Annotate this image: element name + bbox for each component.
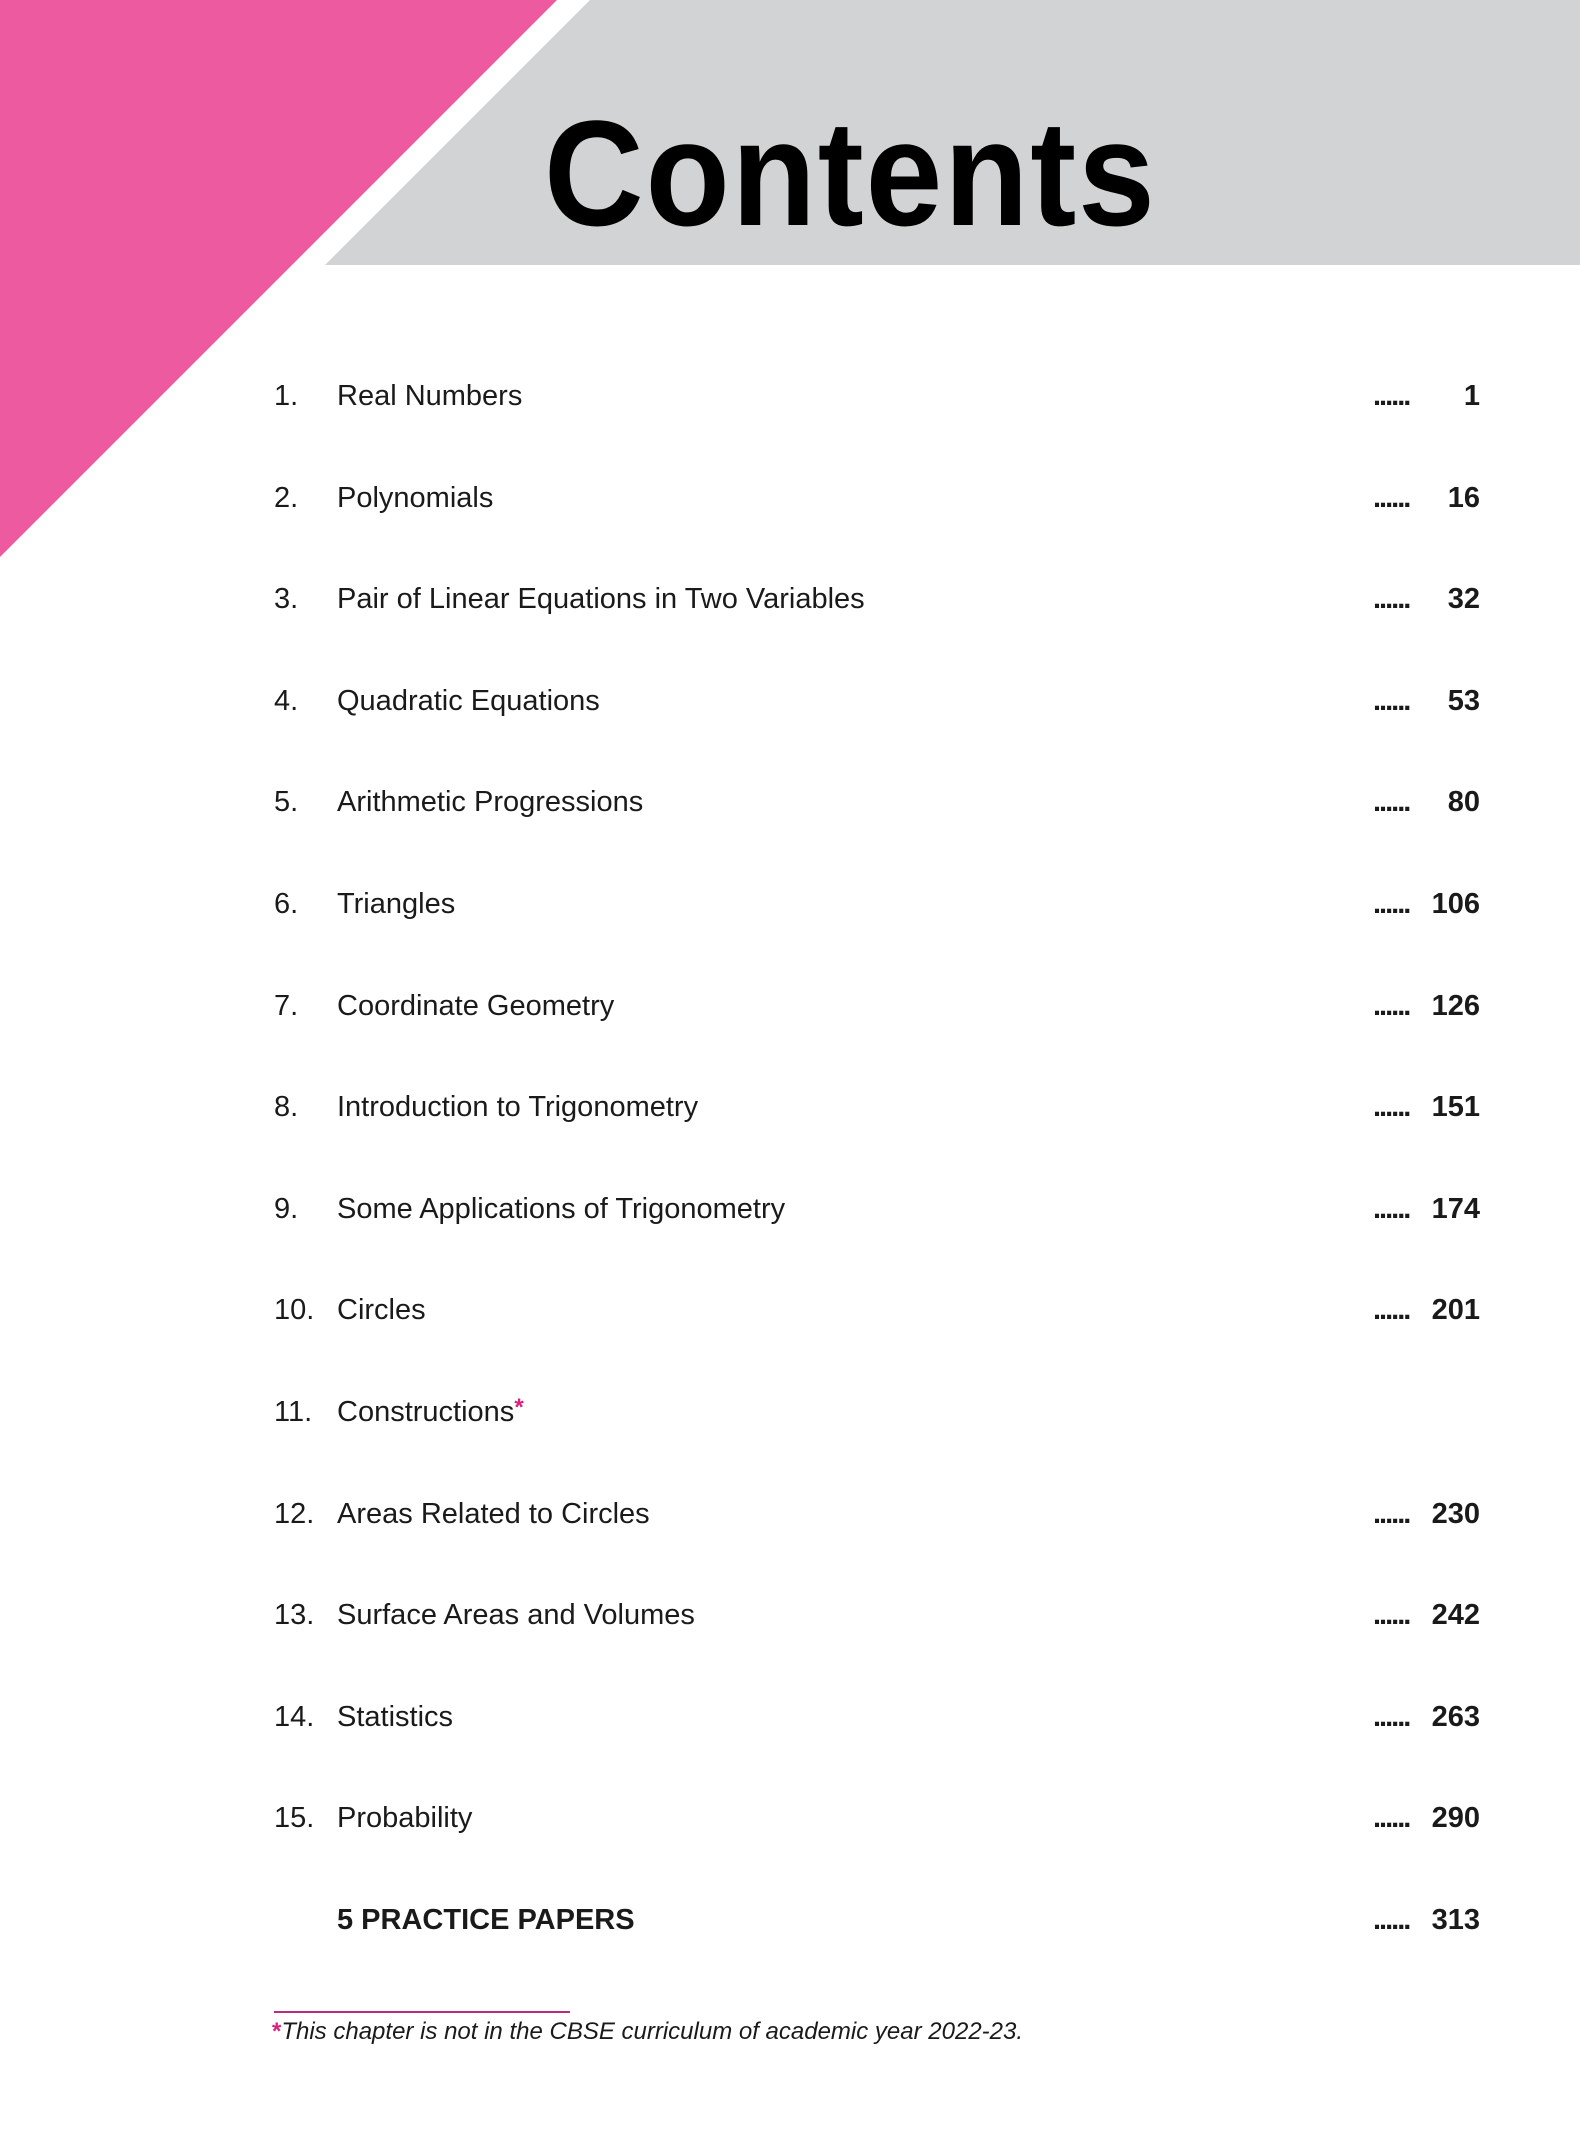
footnote-text: This chapter is not in the CBSE curricul… bbox=[281, 2018, 1024, 2045]
toc-leader-dots: ...... bbox=[1373, 380, 1411, 412]
toc-entry[interactable]: 9. Some Applications of Trigonometry.....… bbox=[0, 1189, 1580, 1229]
toc-number: 14. bbox=[274, 1700, 315, 1733]
toc-number: 7. bbox=[274, 989, 299, 1022]
toc-entry[interactable]: 3. Pair of Linear Equations in Two Variab… bbox=[0, 579, 1580, 619]
toc-entry[interactable]: 11. Constructions* bbox=[0, 1392, 1580, 1432]
gray-band bbox=[325, 0, 1580, 265]
toc-number: 6. bbox=[274, 888, 299, 920]
toc-entry[interactable]: 8. Introduction to Trigonometry...... 151 bbox=[0, 1087, 1580, 1127]
toc-page-number: 230 bbox=[1431, 1497, 1480, 1530]
toc-title: Introduction to Trigonometry bbox=[337, 1091, 699, 1124]
toc-leader-dots: ...... bbox=[1373, 989, 1411, 1022]
toc-leader-dots: ...... bbox=[1373, 1192, 1411, 1225]
toc-title: Pair of Linear Equations in Two Variable… bbox=[337, 583, 865, 616]
toc-page-number: 242 bbox=[1431, 1599, 1480, 1632]
toc-leader-dots: ...... bbox=[1373, 1802, 1411, 1835]
toc-number: 2. bbox=[274, 481, 299, 514]
toc-page-number: 201 bbox=[1431, 1294, 1480, 1327]
toc-page-number: 263 bbox=[1431, 1700, 1480, 1733]
toc-page-number: 80 bbox=[1447, 786, 1480, 819]
toc-entry[interactable]: 6. Triangles...... 106 bbox=[0, 884, 1580, 924]
toc-entry[interactable]: 1. Real Numbers...... 1 bbox=[0, 376, 1580, 416]
toc-entry[interactable]: 13. Surface Areas and Volumes...... 242 bbox=[0, 1595, 1580, 1635]
toc-number: 1. bbox=[274, 380, 299, 412]
asterisk-marker: * bbox=[514, 1394, 524, 1421]
toc-entry[interactable]: 10. Circles...... 201 bbox=[0, 1290, 1580, 1330]
toc-leader-dots: ...... bbox=[1373, 481, 1411, 514]
toc-number: 3. bbox=[274, 583, 299, 616]
toc-entry[interactable]: 12. Areas Related to Circles...... 230 bbox=[0, 1494, 1580, 1534]
toc-page-number: 151 bbox=[1431, 1091, 1480, 1124]
toc-title: Probability bbox=[337, 1802, 473, 1835]
toc-title: 5 PRACTICE PAPERS bbox=[337, 1904, 635, 1936]
toc-number: 10. bbox=[274, 1294, 315, 1327]
toc-leader-dots: ...... bbox=[1373, 888, 1411, 920]
toc-page-number: 313 bbox=[1431, 1904, 1480, 1936]
toc-leader-dots: ...... bbox=[1373, 1497, 1411, 1530]
toc-title: Statistics bbox=[337, 1700, 454, 1733]
toc-title: Quadratic Equations bbox=[337, 684, 600, 717]
pink-triangle bbox=[0, 0, 557, 557]
toc-leader-dots: ...... bbox=[1373, 1294, 1411, 1327]
toc-title: Real Numbers bbox=[337, 380, 523, 412]
header-banner bbox=[0, 0, 1580, 557]
toc-title: Polynomials bbox=[337, 481, 494, 514]
toc-title: Some Applications of Trigonometry bbox=[337, 1192, 786, 1225]
toc-title-wrap: Constructions* bbox=[337, 1392, 524, 1432]
toc-title: Arithmetic Progressions bbox=[337, 786, 644, 819]
toc-leader-dots: ...... bbox=[1373, 583, 1411, 616]
toc-title: Surface Areas and Volumes bbox=[337, 1599, 695, 1632]
toc-number: 8. bbox=[274, 1091, 299, 1124]
toc-title: Circles bbox=[337, 1294, 426, 1327]
toc-entry[interactable]: 7. Coordinate Geometry...... 126 bbox=[0, 986, 1580, 1026]
toc-leader-dots: ...... bbox=[1373, 1599, 1411, 1632]
toc-leader-dots: ...... bbox=[1373, 1904, 1411, 1936]
toc-number: 5. bbox=[274, 786, 299, 819]
toc-number: 12. bbox=[274, 1497, 315, 1530]
toc-page-number: 53 bbox=[1447, 684, 1480, 717]
toc-leader-dots: ...... bbox=[1373, 684, 1411, 717]
toc-leader-dots: ...... bbox=[1373, 786, 1411, 819]
toc-number: 15. bbox=[274, 1802, 315, 1835]
toc-title: Areas Related to Circles bbox=[337, 1497, 650, 1530]
toc-page-number: 126 bbox=[1431, 989, 1480, 1022]
toc-page-number: 290 bbox=[1431, 1802, 1480, 1835]
toc-title: Triangles bbox=[337, 888, 456, 920]
toc-leader-dots: ...... bbox=[1373, 1091, 1411, 1124]
toc-entry[interactable]: 14. Statistics...... 263 bbox=[0, 1697, 1580, 1737]
toc-title: Coordinate Geometry bbox=[337, 989, 615, 1022]
toc-page-number: 16 bbox=[1447, 481, 1480, 514]
toc-number: 11. bbox=[274, 1396, 313, 1428]
toc-entry[interactable]: 15. Probability...... 290 bbox=[0, 1798, 1580, 1838]
toc-page-number: 1 bbox=[1463, 380, 1480, 412]
toc-leader-dots: ...... bbox=[1373, 1700, 1411, 1733]
toc-title: Constructions bbox=[337, 1396, 515, 1428]
page-title: Contents bbox=[544, 89, 1157, 257]
toc-number: 13. bbox=[274, 1599, 315, 1632]
toc-page-number: 174 bbox=[1431, 1192, 1480, 1225]
toc-entry[interactable]: 5. Arithmetic Progressions...... 80 bbox=[0, 782, 1580, 822]
footnote-divider bbox=[274, 2011, 570, 2013]
toc-entry[interactable]: 4. Quadratic Equations...... 53 bbox=[0, 681, 1580, 721]
toc-number: 4. bbox=[274, 684, 299, 717]
toc-entry[interactable]: 5 PRACTICE PAPERS...... 313 bbox=[0, 1900, 1580, 1940]
toc-page-number: 106 bbox=[1431, 888, 1480, 920]
toc-page-number: 32 bbox=[1447, 583, 1480, 616]
footnote: *This chapter is not in the CBSE curricu… bbox=[272, 2015, 1023, 2049]
footnote-marker: * bbox=[272, 2018, 282, 2045]
toc-number: 9. bbox=[274, 1192, 299, 1225]
toc-entry[interactable]: 2. Polynomials...... 16 bbox=[0, 478, 1580, 518]
